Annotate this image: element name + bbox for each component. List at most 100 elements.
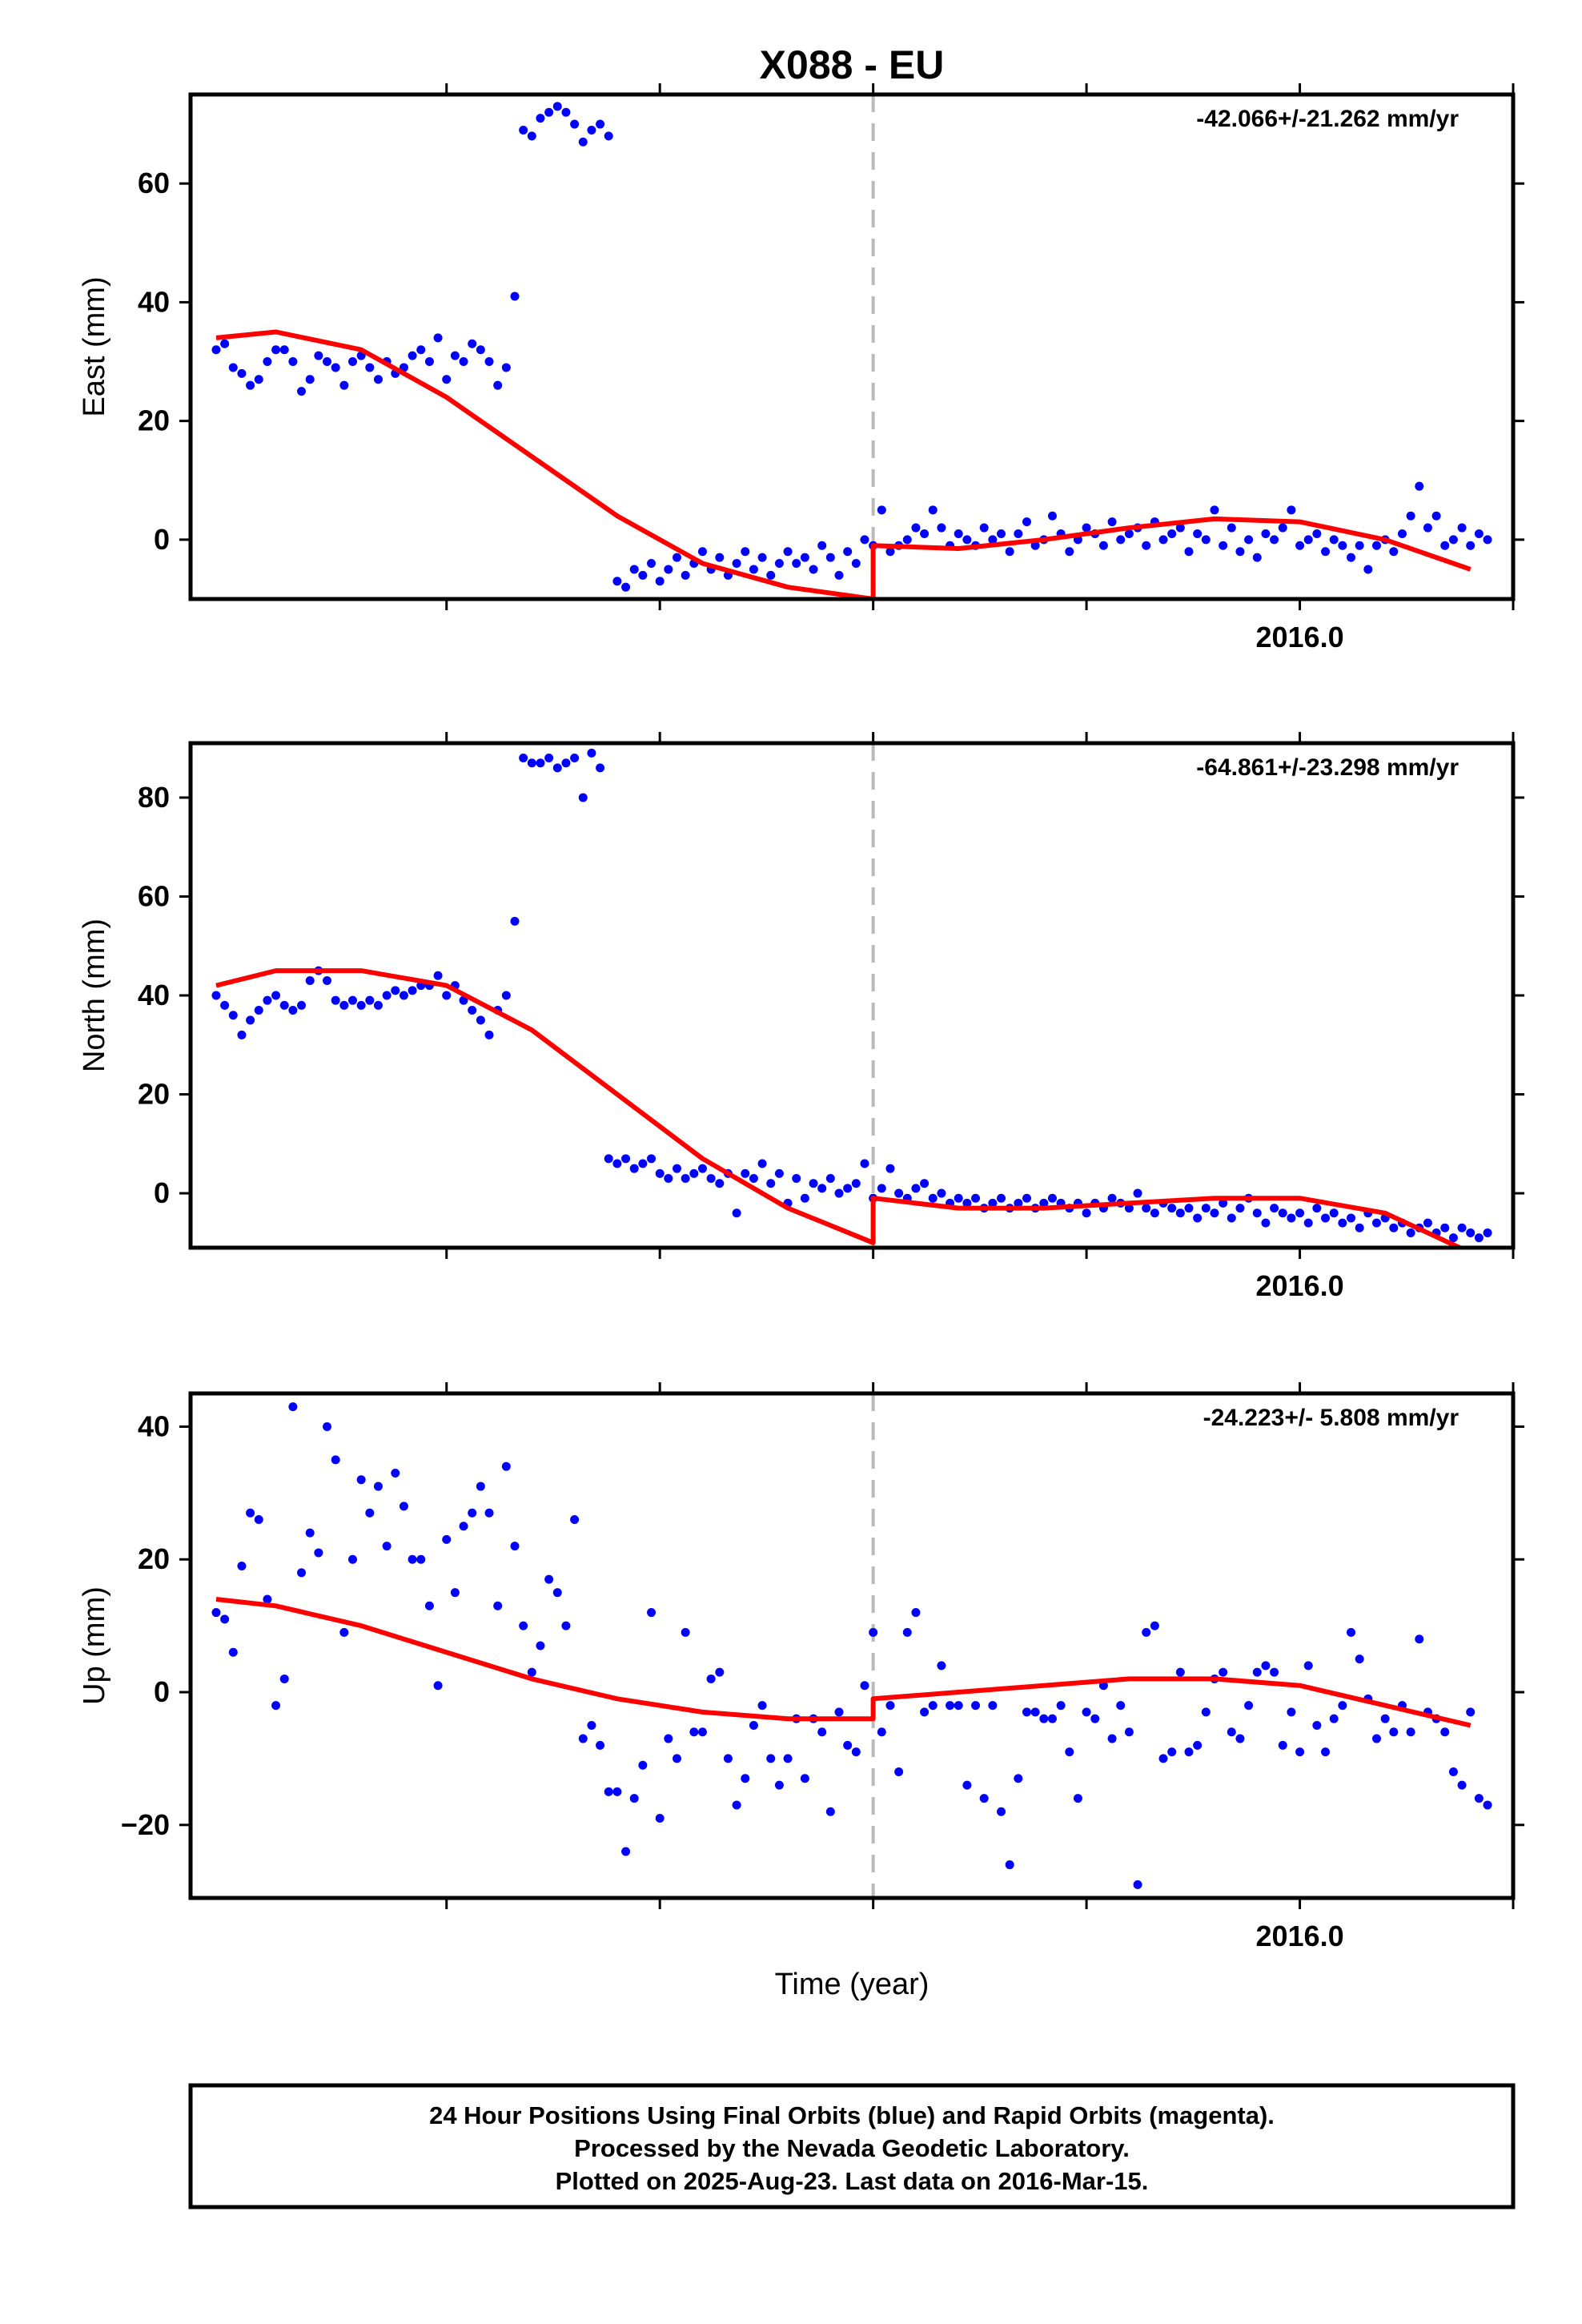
up-panel: −20 0 20 40 2016.0 -24.223+/- 5.808 mm/yr Up (… bbox=[78, 1382, 1524, 1952]
data-point bbox=[246, 380, 255, 390]
data-point bbox=[1355, 1223, 1364, 1232]
data-point bbox=[885, 547, 895, 557]
data-point bbox=[911, 1184, 921, 1193]
data-point bbox=[1466, 1228, 1476, 1237]
data-point bbox=[1295, 1747, 1305, 1757]
data-point bbox=[800, 1774, 809, 1783]
data-point bbox=[1201, 535, 1211, 545]
data-point bbox=[1107, 517, 1117, 527]
data-point bbox=[1406, 1228, 1415, 1237]
data-point bbox=[1107, 1193, 1117, 1203]
data-point bbox=[442, 375, 452, 384]
data-point bbox=[416, 345, 426, 355]
data-point bbox=[1133, 1880, 1142, 1889]
data-point bbox=[288, 357, 298, 367]
data-point bbox=[442, 991, 452, 1000]
data-point bbox=[339, 380, 349, 390]
data-point bbox=[373, 1482, 383, 1491]
data-points bbox=[211, 102, 1492, 592]
data-point bbox=[331, 363, 340, 372]
data-point bbox=[1210, 505, 1219, 515]
data-point bbox=[1287, 1213, 1296, 1223]
data-point bbox=[1201, 1707, 1211, 1717]
data-point bbox=[1014, 529, 1023, 538]
data-point bbox=[723, 1754, 733, 1763]
data-point bbox=[254, 375, 263, 384]
data-point bbox=[629, 1794, 639, 1803]
footer-line-1: 24 Hour Positions Using Final Orbits (bl… bbox=[429, 2101, 1275, 2129]
data-point bbox=[681, 1174, 690, 1184]
data-point bbox=[1287, 1707, 1296, 1717]
y-tick-label: 0 bbox=[154, 523, 170, 556]
data-point bbox=[1261, 1218, 1271, 1228]
data-point bbox=[1150, 1621, 1159, 1630]
data-point bbox=[706, 1174, 716, 1184]
data-point bbox=[741, 547, 750, 557]
data-point bbox=[1431, 511, 1441, 521]
data-point bbox=[331, 1455, 340, 1465]
data-point bbox=[237, 1030, 247, 1039]
data-point bbox=[988, 1701, 998, 1711]
data-point bbox=[1457, 1780, 1467, 1790]
data-point bbox=[732, 1800, 741, 1810]
data-point bbox=[1158, 535, 1168, 545]
data-point bbox=[1321, 1213, 1331, 1223]
data-point bbox=[1056, 1701, 1066, 1711]
data-point bbox=[817, 1184, 827, 1193]
data-point bbox=[339, 1000, 349, 1010]
data-point bbox=[757, 553, 767, 562]
data-point bbox=[391, 1468, 400, 1478]
y-tick-label: 40 bbox=[138, 979, 170, 1011]
data-point bbox=[749, 1720, 758, 1730]
data-point bbox=[1474, 1794, 1484, 1803]
data-point bbox=[510, 292, 520, 301]
data-point bbox=[1278, 1208, 1287, 1218]
data-point bbox=[1457, 523, 1467, 533]
data-point bbox=[1235, 1734, 1245, 1743]
data-point bbox=[570, 1515, 580, 1524]
x-tick-label: 2016.0 bbox=[1255, 621, 1343, 653]
panel-frame bbox=[188, 741, 1516, 1250]
data-point bbox=[902, 535, 912, 545]
data-point bbox=[408, 986, 417, 995]
data-point bbox=[399, 1502, 408, 1511]
data-point bbox=[373, 375, 383, 384]
data-point bbox=[843, 1184, 853, 1193]
data-point bbox=[1355, 1655, 1364, 1664]
data-point bbox=[596, 119, 605, 129]
data-point bbox=[638, 1159, 648, 1168]
data-point bbox=[578, 793, 588, 802]
data-points bbox=[211, 1402, 1492, 1889]
data-point bbox=[647, 1608, 656, 1618]
data-point bbox=[604, 1787, 613, 1796]
data-point bbox=[1030, 1707, 1040, 1717]
y-tick-label: 0 bbox=[154, 1675, 170, 1708]
data-point bbox=[911, 1608, 921, 1618]
data-point bbox=[647, 1154, 656, 1164]
data-point bbox=[937, 523, 946, 533]
data-point bbox=[1133, 1188, 1142, 1198]
data-point bbox=[843, 1740, 853, 1750]
data-point bbox=[399, 991, 408, 1000]
data-point bbox=[1415, 481, 1424, 491]
data-point bbox=[920, 1707, 930, 1717]
data-point bbox=[476, 1015, 485, 1025]
data-point bbox=[1389, 1223, 1399, 1232]
data-point bbox=[271, 1701, 281, 1711]
data-point bbox=[596, 1740, 605, 1750]
data-point bbox=[757, 1159, 767, 1168]
data-point bbox=[766, 1754, 776, 1763]
data-point bbox=[297, 387, 307, 396]
data-point bbox=[1184, 1204, 1194, 1213]
data-point bbox=[468, 1508, 477, 1518]
data-point bbox=[271, 991, 281, 1000]
data-point bbox=[894, 1188, 904, 1198]
data-point bbox=[664, 565, 673, 574]
data-points bbox=[211, 748, 1492, 1243]
y-tick-label: 40 bbox=[138, 285, 170, 318]
data-point bbox=[732, 559, 741, 569]
data-point bbox=[1415, 1634, 1424, 1644]
data-point bbox=[424, 1601, 434, 1610]
data-point bbox=[424, 357, 434, 367]
